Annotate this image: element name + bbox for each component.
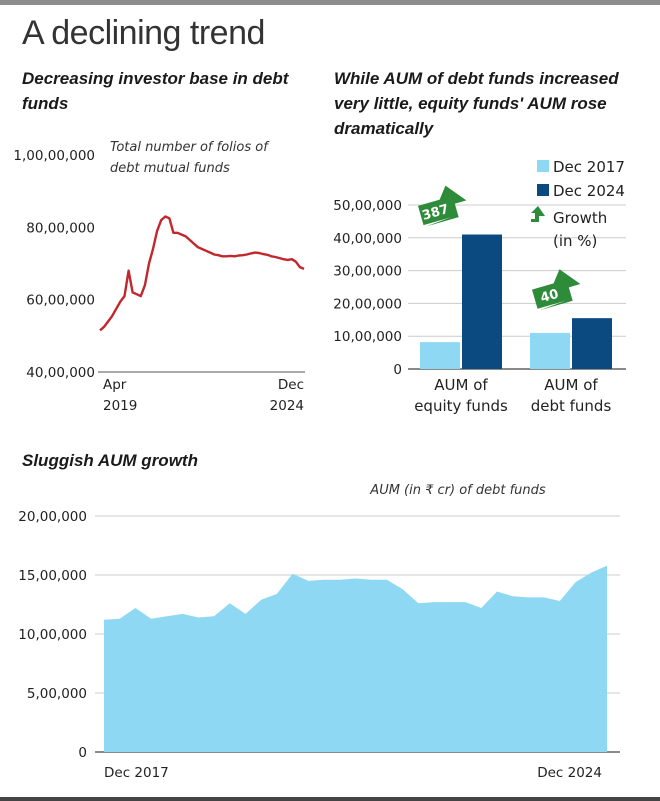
folio-y-tick-label: 1,00,00,000 <box>13 148 95 164</box>
growth-value-label: 387 <box>420 202 450 224</box>
folio-subtitle-line: debt mutual funds <box>110 161 230 176</box>
top-rule <box>0 0 660 5</box>
folio-x-tick-label: 2019 <box>103 398 137 414</box>
area-y-tick-label: 5,00,000 <box>27 686 87 702</box>
area-y-tick-label: 10,00,000 <box>18 627 87 643</box>
bar-y-tick-label: 20,00,000 <box>333 296 402 312</box>
bar-y-tick-label: 30,00,000 <box>333 264 402 280</box>
area-chart-title: Sluggish AUM growth <box>22 451 198 470</box>
legend-label-dec2017: Dec 2017 <box>553 158 625 176</box>
growth-arrow-box <box>418 197 453 226</box>
page-title: A declining trend <box>22 14 265 52</box>
growth-arrow-0: 387 <box>418 185 467 227</box>
folio-y-tick-label: 80,00,000 <box>26 220 95 236</box>
bar-dec2024-1 <box>572 318 612 369</box>
folio-x-tick-label: Apr <box>103 377 127 393</box>
legend-swatch-dec2017 <box>537 160 549 172</box>
folio-y-tick-label: 60,00,000 <box>26 293 95 309</box>
bar-dec2017-1 <box>530 332 570 369</box>
legend-swatch-dec2024 <box>537 184 549 196</box>
bar-dec2024-0 <box>462 234 502 369</box>
growth-arrow-box <box>532 281 567 309</box>
bar-category-label: AUM of <box>544 376 598 394</box>
bar-category-label: AUM of <box>434 376 488 394</box>
folio-subtitle-line: Total number of folios of <box>110 140 270 155</box>
area-y-tick-label: 0 <box>78 745 87 761</box>
area-x-tick-label: Dec 2024 <box>537 765 602 781</box>
area-y-tick-label: 20,00,000 <box>18 509 87 525</box>
folio-chart-title: Decreasing investor base in debt funds <box>22 69 289 113</box>
bar-y-tick-label: 50,00,000 <box>333 198 402 214</box>
legend-label-growth-unit: (in %) <box>553 232 597 250</box>
folio-x-tick-label: 2024 <box>270 398 304 414</box>
bar-y-tick-label: 40,00,000 <box>333 231 402 247</box>
bar-chart-title: While AUM of debt funds increased very l… <box>334 69 619 138</box>
bar-category-label: equity funds <box>414 397 508 415</box>
legend-growth-arrow-icon <box>531 206 545 222</box>
bar-y-tick-label: 0 <box>393 362 402 378</box>
bar-y-tick-label: 10,00,000 <box>333 329 402 345</box>
aum-area-chart: 20,00,000 15,00,000 10,00,000 5,00,000 0 Dec … <box>18 483 620 781</box>
growth-value-label: 40 <box>539 287 561 306</box>
area-x-tick-label: Dec 2017 <box>104 765 169 781</box>
bottom-rule <box>0 797 660 801</box>
legend-label-dec2024: Dec 2024 <box>553 182 625 200</box>
folio-y-tick-label: 40,00,000 <box>26 365 95 381</box>
growth-arrow-1: 40 <box>532 269 581 311</box>
area-y-tick-label: 15,00,000 <box>18 568 87 584</box>
bar-dec2017-0 <box>420 342 460 369</box>
area-subtitle: AUM (in ₹ cr) of debt funds <box>369 483 546 498</box>
aum-bar-chart: 50,00,000 40,00,000 30,00,000 20,00,000 10,0… <box>333 158 626 415</box>
folio-line-chart: 1,00,00,000 80,00,000 60,00,000 40,00,000 To… <box>13 140 305 414</box>
bar-category-label: debt funds <box>531 397 612 415</box>
legend-label-growth: Growth <box>553 209 607 227</box>
area-series-fill <box>104 565 607 752</box>
folio-series-line <box>99 215 305 332</box>
folio-x-tick-label: Dec <box>278 377 304 393</box>
